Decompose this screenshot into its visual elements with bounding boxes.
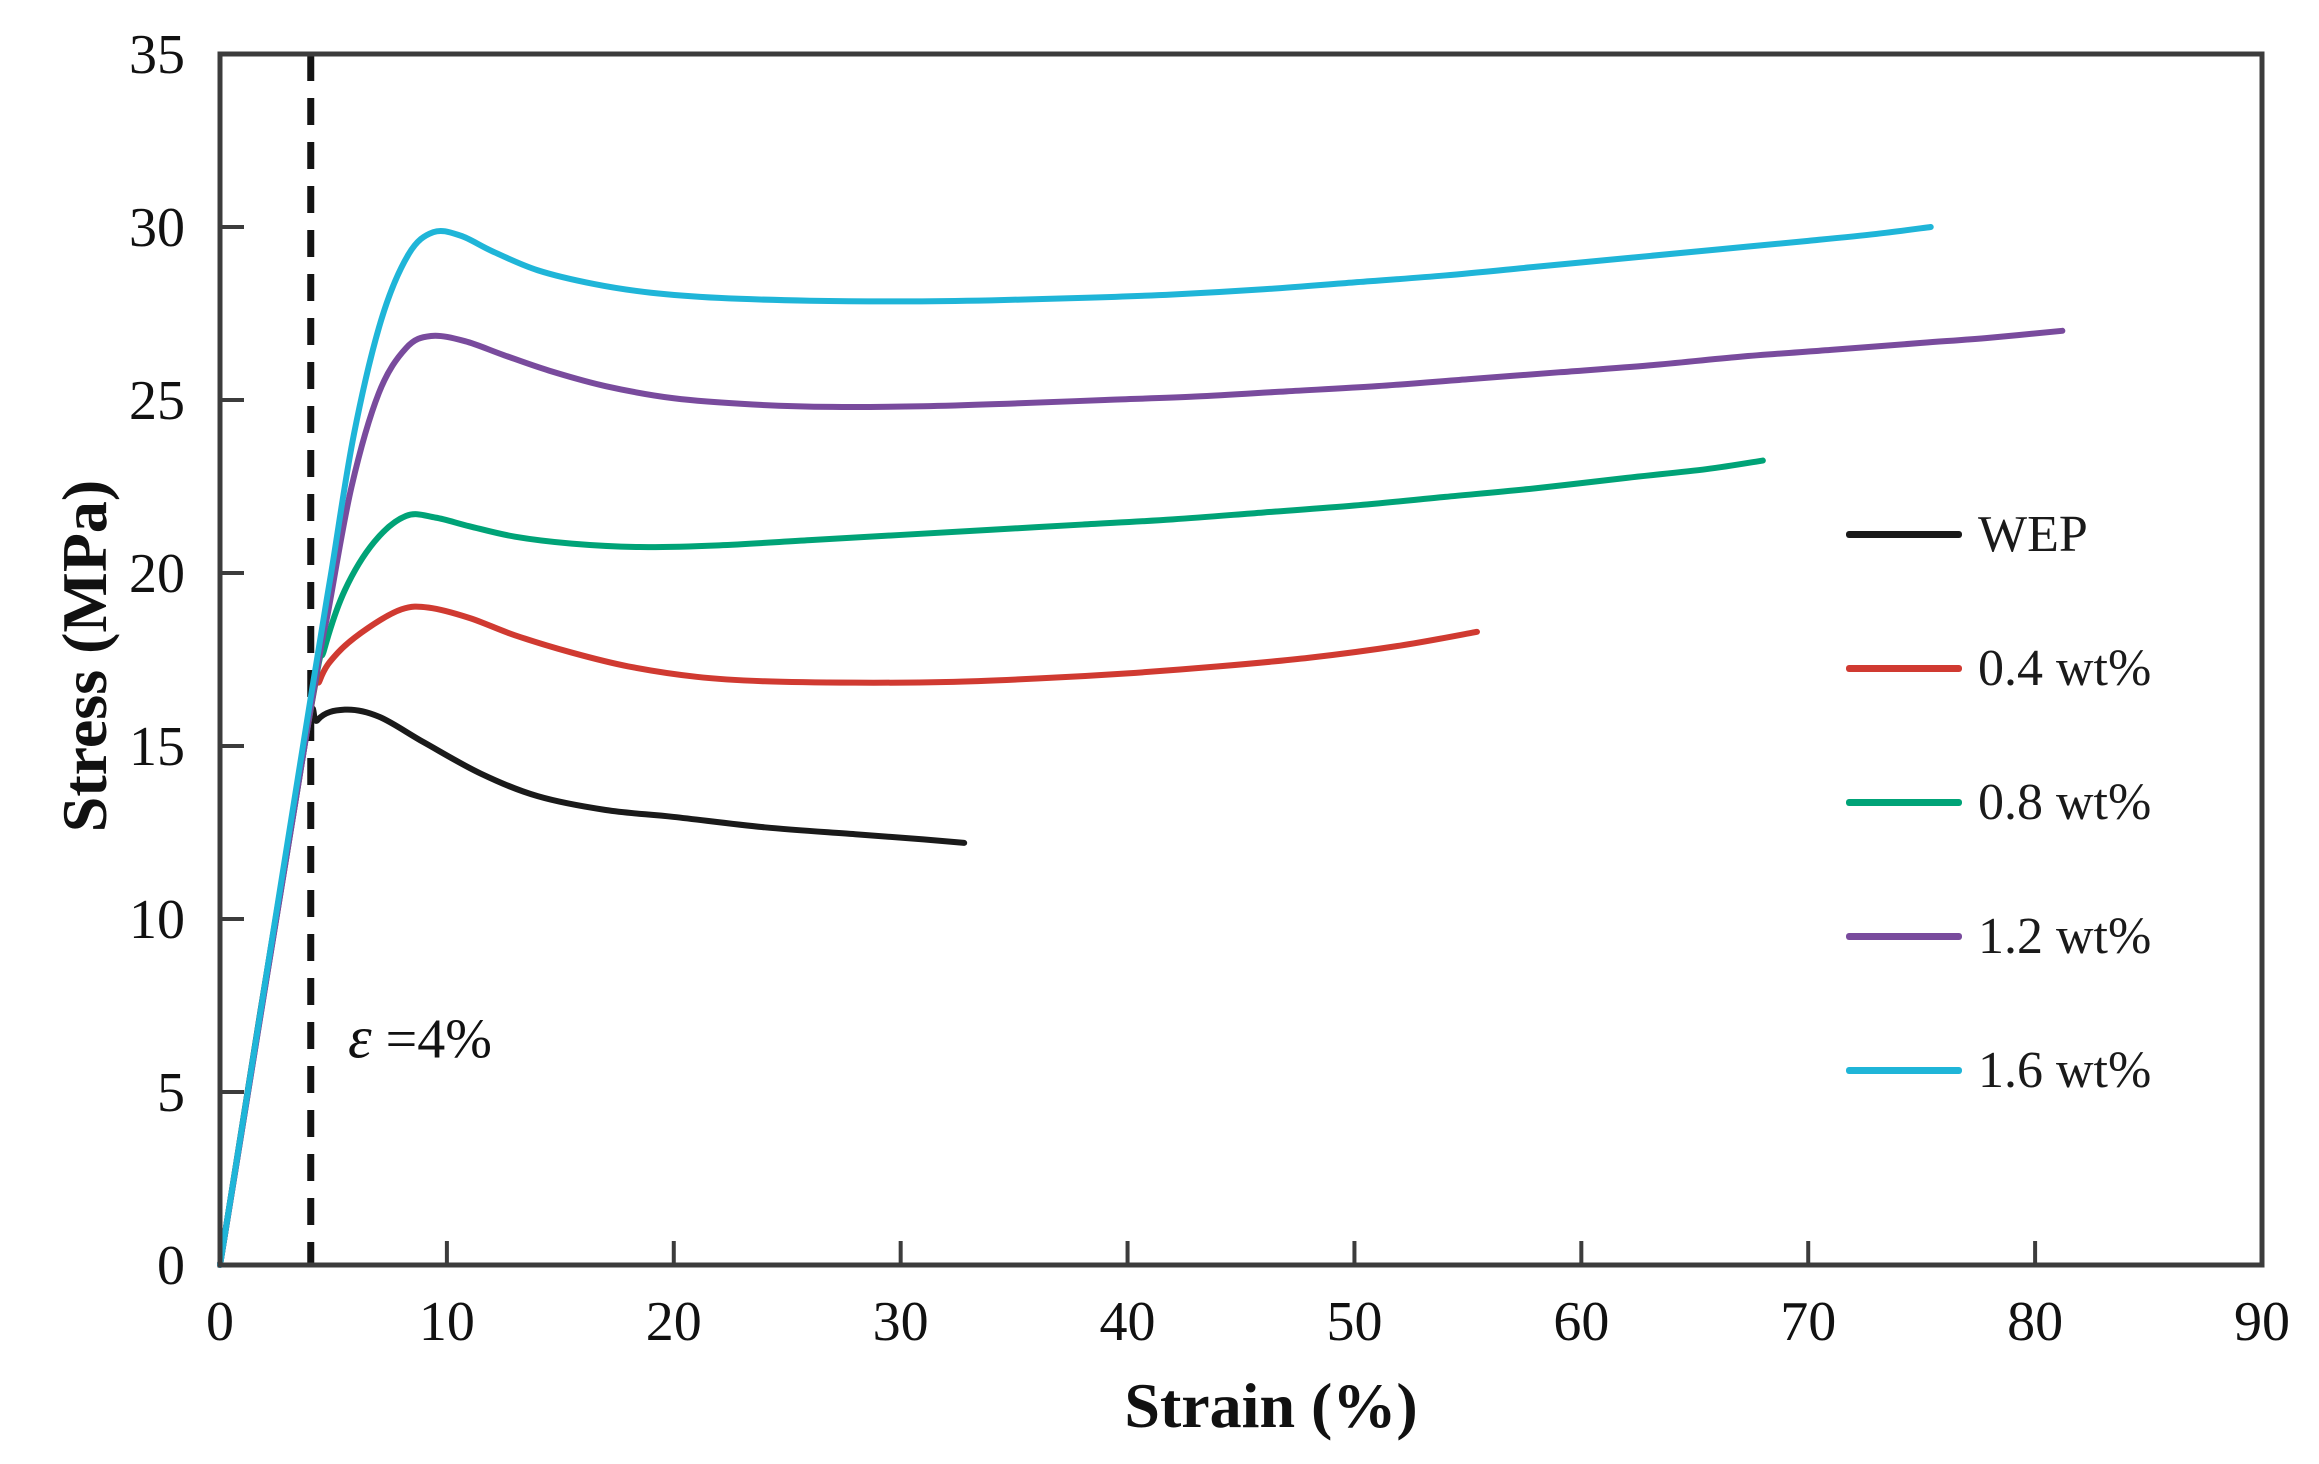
x-tick-label-60: 60 [1553, 1291, 1609, 1353]
curve-1-6-wt [217, 224, 1934, 1268]
curve-0-8-wt [217, 457, 1766, 1268]
legend-item-wep: WEP [1846, 504, 2266, 564]
plot-border [217, 51, 2265, 1268]
epsilon-symbol: ε [348, 1004, 372, 1071]
strain-annotation: ε =4% [348, 1004, 492, 1073]
y-tick-label-0: 0 [157, 1235, 185, 1297]
legend-label: WEP [1978, 505, 2088, 563]
x-tick-label-40: 40 [1100, 1291, 1156, 1353]
legend-item-0-8-wt: 0.8 wt% [1846, 772, 2266, 832]
legend-label: 1.2 wt% [1978, 907, 2152, 965]
legend: WEP 0.4 wt% 0.8 wt% 1.2 wt% 1.6 wt% [1846, 504, 2266, 1174]
legend-item-1-2-wt: 1.2 wt% [1846, 906, 2266, 966]
legend-line-1-2-wt-icon [1846, 932, 1962, 940]
curve-1-2-wt [217, 327, 2066, 1268]
legend-label: 0.8 wt% [1978, 773, 2152, 831]
annotation-text: =4% [371, 1008, 492, 1071]
y-tick-label-30: 30 [129, 197, 185, 259]
x-tick-label-50: 50 [1326, 1291, 1382, 1353]
y-tick-label-15: 15 [129, 716, 185, 778]
legend-line-wep-icon [1846, 530, 1962, 538]
y-tick-label-10: 10 [129, 889, 185, 951]
x-tick-label-90: 90 [2234, 1291, 2290, 1353]
legend-label: 0.4 wt% [1978, 639, 2152, 697]
x-tick-label-70: 70 [1780, 1291, 1836, 1353]
curve-0-4-wt [217, 603, 1480, 1268]
x-tick-label-20: 20 [646, 1291, 702, 1353]
curve-wep [217, 705, 968, 1268]
legend-label: 1.6 wt% [1978, 1041, 2152, 1099]
y-axis-title: Stress (MPa) [49, 479, 120, 833]
legend-item-1-6-wt: 1.6 wt% [1846, 1040, 2266, 1100]
x-tick-label-30: 30 [873, 1291, 929, 1353]
legend-line-0-8-wt-icon [1846, 798, 1962, 806]
legend-item-0-4-wt: 0.4 wt% [1846, 638, 2266, 698]
y-tick-label-20: 20 [129, 543, 185, 605]
x-axis-title: Strain (%) [1124, 1370, 1418, 1441]
y-tick-label-5: 5 [157, 1062, 185, 1124]
y-tick-label-25: 25 [129, 370, 185, 432]
legend-line-1-6-wt-icon [1846, 1066, 1962, 1074]
x-tick-label-0: 0 [206, 1291, 234, 1353]
x-tick-label-10: 10 [419, 1291, 475, 1353]
x-tick-label-80: 80 [2007, 1291, 2063, 1353]
legend-line-0-4-wt-icon [1846, 664, 1962, 672]
y-tick-label-35: 35 [129, 24, 185, 86]
